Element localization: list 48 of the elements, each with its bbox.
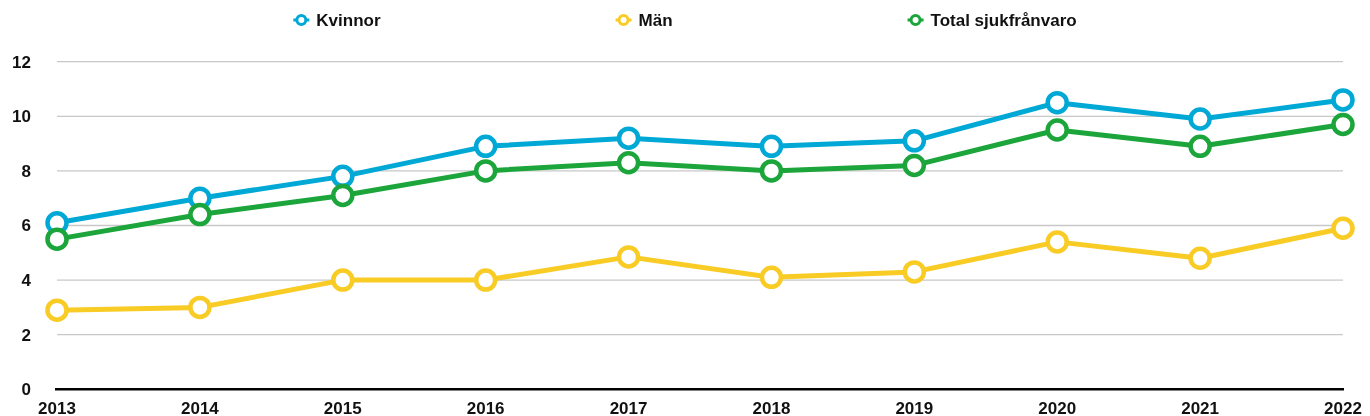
point [188,295,212,320]
point [45,298,69,322]
y-tick-label: 8 [21,161,31,181]
point [1045,90,1069,115]
y-tick-label: 2 [21,325,31,345]
point [1188,134,1212,159]
point [473,159,498,183]
x-tick-label: 2018 [752,398,791,416]
point [759,134,784,159]
y-tick-label: 6 [21,216,31,236]
y-tick-label: 12 [12,52,31,72]
point [1331,112,1355,137]
x-tick-label: 2019 [895,398,934,416]
point [188,202,212,227]
legend-label: Total sjukfrånvaro [930,10,1077,30]
point [331,164,355,189]
point [616,245,641,269]
point [616,126,641,150]
y-tick-label: 4 [21,271,32,291]
x-tick-label: 2021 [1181,398,1220,416]
point [331,183,355,208]
point [331,268,355,292]
legend-label: Kvinnor [316,10,381,30]
x-tick-label: 2013 [38,398,76,416]
x-tick-label: 2022 [1324,398,1362,416]
x-tick-label: 2015 [323,398,362,416]
point [1188,107,1212,131]
point [473,268,498,292]
y-tick-label: 0 [21,380,31,400]
point [1045,118,1069,142]
point [473,134,498,159]
point [1331,88,1355,112]
point [759,265,784,290]
point [1045,230,1069,254]
point [759,159,784,183]
legend-label: Män [638,10,673,30]
point [902,153,927,178]
point [1188,246,1212,271]
point [616,150,641,175]
point [1331,216,1355,240]
x-tick-label: 2017 [609,398,648,416]
x-tick-label: 2016 [466,398,505,416]
point [45,227,69,251]
point [902,129,927,153]
x-tick-label: 2020 [1038,398,1077,416]
x-tick-label: 2014 [180,398,220,416]
point [902,260,927,284]
y-tick-label: 10 [12,107,31,127]
